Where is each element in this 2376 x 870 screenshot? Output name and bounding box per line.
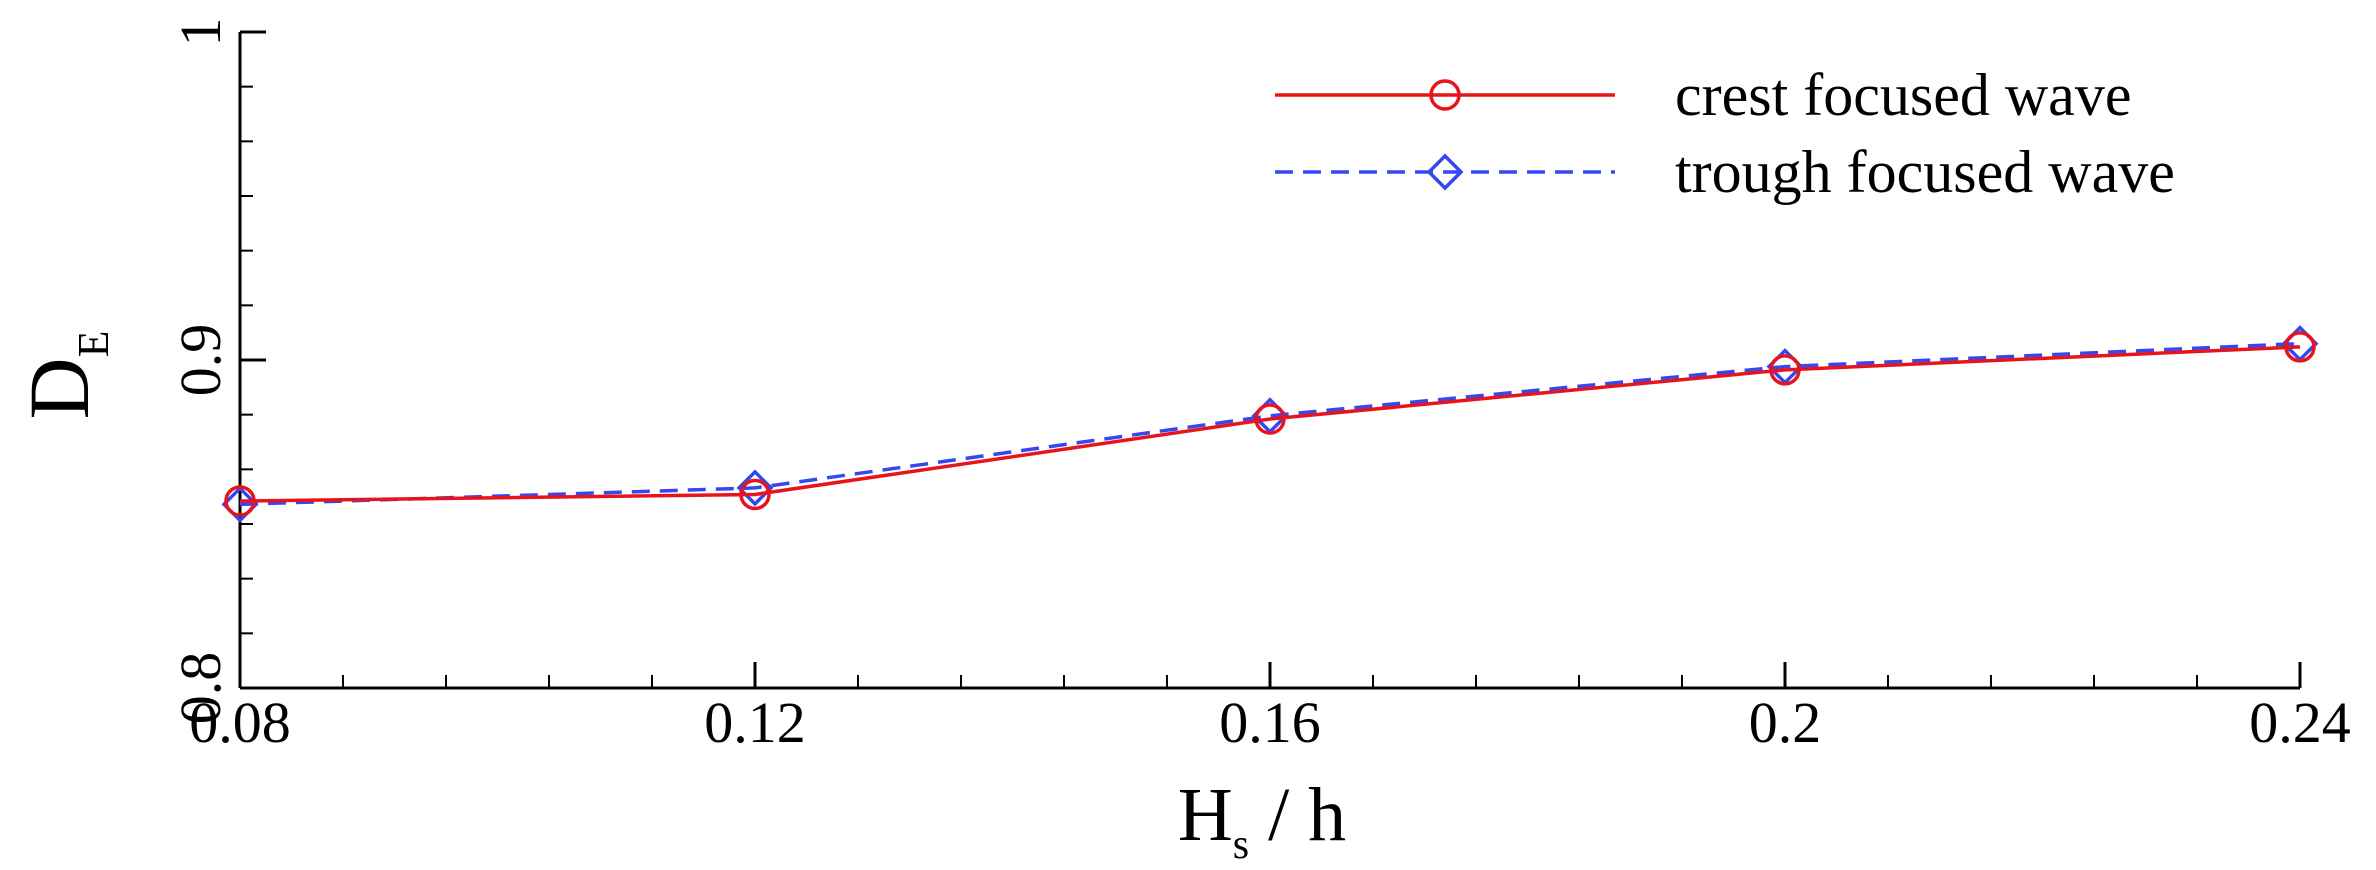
ticks: 0.8 0.9 1 0.08 0.12 0.16 0.2 0.24 — [168, 18, 2351, 756]
x-axis-title-rest: / h — [1249, 773, 1346, 857]
series-line — [239, 341, 2301, 507]
series-layer — [221, 325, 2319, 523]
x-tick-label: 0.2 — [1749, 690, 1822, 755]
data-point — [2284, 331, 2316, 363]
y-tick-label: 0.8 — [168, 652, 233, 725]
x-tick-label: 0.16 — [1219, 690, 1321, 755]
data-point — [739, 478, 771, 511]
data-point — [224, 485, 256, 517]
x-axis-title: Hs / h — [1178, 773, 1346, 868]
legend-label: trough focused wave — [1675, 139, 2175, 205]
legend-item: trough focused wave — [1275, 139, 2175, 205]
series-trough — [221, 325, 2319, 523]
x-tick-label: 0.12 — [704, 690, 806, 755]
data-point — [1254, 403, 1286, 435]
x-tick-label: 0.24 — [2249, 690, 2351, 755]
legend-label: crest focused wave — [1675, 62, 2131, 128]
data-point — [221, 485, 259, 523]
x-axis-title-sub: s — [1233, 822, 1249, 868]
data-point — [1769, 354, 1801, 386]
legend-item: crest focused wave — [1275, 62, 2131, 128]
legend: crest focused wave trough focused wave — [1275, 62, 2175, 205]
y-axis-title: DE — [11, 331, 118, 420]
data-point — [736, 469, 774, 507]
y-axis-title-group: DE — [11, 331, 118, 420]
y-axis-title-sub: E — [69, 331, 118, 358]
legend-marker — [1429, 79, 1461, 111]
x-tick-label: 0.08 — [189, 690, 291, 755]
x-axis-title-main: H — [1178, 773, 1233, 857]
y-axis-title-main: D — [11, 357, 107, 419]
y-tick-label: 0.9 — [168, 324, 233, 397]
y-tick-label: 1 — [168, 18, 233, 47]
series-line — [239, 345, 2301, 503]
series-crest — [224, 331, 2316, 517]
legend-marker — [1426, 153, 1464, 191]
